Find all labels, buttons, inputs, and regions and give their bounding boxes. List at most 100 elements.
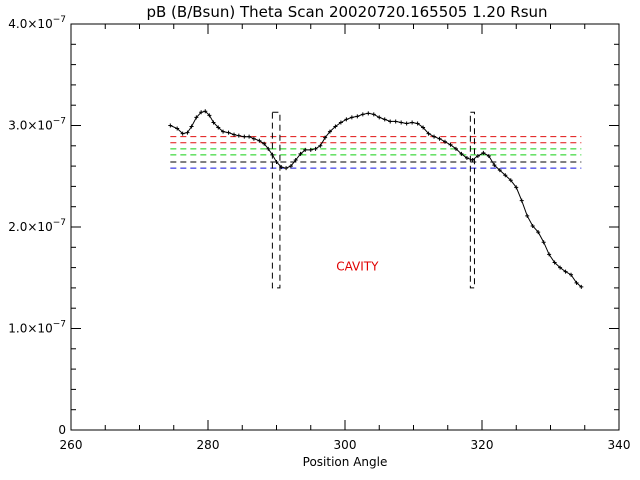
data-point — [344, 117, 349, 122]
data-point — [355, 114, 360, 119]
data-point — [232, 132, 237, 137]
data-point — [180, 131, 185, 136]
data-point — [288, 164, 293, 169]
data-point — [313, 146, 318, 151]
cavity-annotation: CAVITY — [336, 260, 379, 274]
data-point — [470, 158, 475, 163]
data-point — [410, 120, 415, 125]
data-point — [558, 265, 563, 270]
data-point — [284, 166, 289, 171]
reference-lines — [170, 136, 582, 169]
data-point — [211, 120, 216, 125]
data-point — [563, 269, 568, 274]
data-point — [175, 126, 180, 131]
data-point — [574, 280, 579, 285]
data-point — [388, 119, 393, 124]
data-point — [242, 134, 247, 139]
data-point — [503, 173, 508, 178]
pb-series — [168, 109, 584, 289]
data-point — [366, 111, 371, 116]
data-point — [194, 115, 199, 120]
data-point — [437, 136, 442, 141]
data-point — [415, 121, 420, 126]
data-point — [519, 198, 524, 203]
data-point — [486, 153, 491, 158]
data-point — [530, 223, 535, 228]
data-point — [404, 121, 409, 126]
data-point — [569, 272, 574, 277]
data-point — [393, 119, 398, 124]
minor-ticks — [70, 23, 620, 431]
y-axis-ticks: 0 1.0×10−7 2.0×10−7 3.0×10−7 4.0×10−7 — [8, 15, 619, 437]
data-point — [421, 125, 426, 130]
data-point — [377, 115, 382, 120]
data-point — [579, 284, 584, 289]
x-axis-label: Position Angle — [303, 455, 388, 469]
data-point — [226, 130, 231, 135]
x-axis-ticks: 260 280 300 320 340 — [60, 24, 631, 452]
data-point — [247, 134, 252, 139]
data-point — [270, 152, 275, 157]
data-point — [203, 109, 208, 114]
y-tick-label: 2.0×10−7 — [8, 218, 66, 234]
data-point — [492, 163, 497, 168]
annotations: CAVITY — [336, 260, 379, 274]
data-point — [168, 123, 173, 128]
x-tick-label: 300 — [334, 438, 357, 452]
data-point — [448, 142, 453, 147]
y-tick-label: 0 — [58, 423, 66, 437]
data-point — [443, 139, 448, 144]
cavity-boundary-boxes — [271, 111, 475, 289]
data-point — [189, 124, 194, 129]
data-point — [475, 153, 480, 158]
x-tick-label: 260 — [60, 438, 83, 452]
y-tick-label: 3.0×10−7 — [8, 117, 66, 133]
data-point — [426, 131, 431, 136]
data-point — [371, 112, 376, 117]
data-point — [349, 115, 354, 120]
data-point — [221, 129, 226, 134]
data-point — [262, 141, 267, 146]
data-point — [236, 133, 241, 138]
data-point — [399, 120, 404, 125]
data-point — [552, 260, 557, 265]
data-point — [251, 136, 256, 141]
data-point — [547, 252, 552, 257]
data-point — [323, 135, 328, 140]
data-point — [308, 147, 313, 152]
data-point — [216, 125, 221, 130]
data-point — [508, 178, 513, 183]
data-point — [298, 151, 303, 156]
data-point — [459, 151, 464, 156]
x-tick-label: 280 — [197, 438, 220, 452]
data-point — [497, 168, 502, 173]
data-point — [536, 230, 541, 235]
data-point — [318, 143, 323, 148]
plot-frame — [70, 23, 620, 431]
data-point — [327, 129, 332, 134]
data-point — [481, 150, 486, 155]
data-point — [464, 155, 469, 160]
data-point — [279, 165, 284, 170]
data-point — [514, 185, 519, 190]
cavity-boundary-box — [271, 111, 281, 289]
y-tick-label: 1.0×10−7 — [8, 320, 66, 336]
x-tick-label: 320 — [471, 438, 494, 452]
data-point — [293, 158, 298, 163]
data-point — [199, 110, 204, 115]
data-point — [432, 134, 437, 139]
data-point — [207, 113, 212, 118]
data-point — [453, 146, 458, 151]
data-point — [257, 138, 262, 143]
data-point — [185, 130, 190, 135]
data-point — [333, 124, 338, 129]
data-point — [303, 147, 308, 152]
data-point — [541, 240, 546, 245]
data-point — [338, 120, 343, 125]
x-tick-label: 340 — [608, 438, 631, 452]
data-point — [360, 112, 365, 117]
y-tick-label: 4.0×10−7 — [8, 15, 66, 31]
data-point — [382, 117, 387, 122]
data-point — [274, 160, 279, 165]
cavity-boundary-box — [469, 111, 475, 289]
